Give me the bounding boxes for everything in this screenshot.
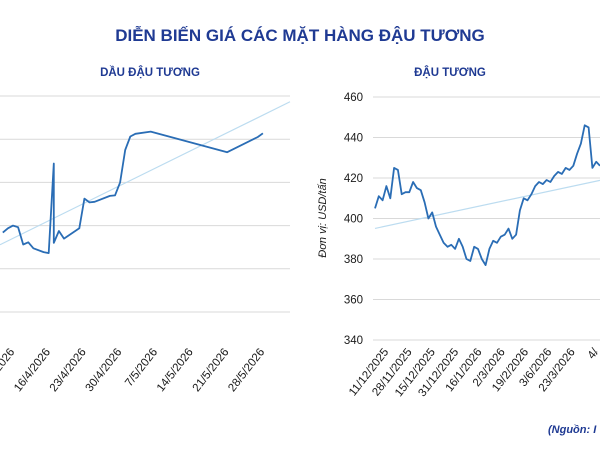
right-y-tick-label: 340 bbox=[344, 335, 363, 347]
source-note: (Nguồn: I bbox=[548, 424, 597, 436]
right-trendline bbox=[374, 179, 600, 230]
right-y-tick-label: 440 bbox=[344, 133, 363, 145]
right-chart-title: ĐẬU TƯƠNG bbox=[414, 67, 486, 79]
right-y-tick-label: 400 bbox=[344, 214, 363, 226]
left-x-tick-label: 30/4/2026 bbox=[84, 346, 125, 394]
left-chart-title: DẦU ĐẬU TƯƠNG bbox=[100, 67, 200, 79]
right-y-tick-label: 380 bbox=[344, 254, 363, 266]
left-series-line bbox=[2, 130, 264, 254]
left-trendline bbox=[0, 101, 291, 246]
right-y-axis-label: Đơn vị: USD/tấn bbox=[317, 178, 329, 257]
left-chart: 9/4/202616/4/202623/4/202630/4/20267/5/2… bbox=[0, 95, 291, 394]
right-y-tick-label: 420 bbox=[344, 173, 363, 185]
right-x-tick-label: 4/ bbox=[586, 346, 600, 362]
left-x-tick-label: 28/5/2026 bbox=[226, 346, 267, 394]
left-x-tick-label: 7/5/2026 bbox=[123, 346, 160, 389]
right-series-line bbox=[374, 124, 600, 266]
right-y-tick-label: 360 bbox=[344, 295, 363, 307]
right-y-tick-label: 460 bbox=[344, 92, 363, 104]
page-title: DIỄN BIẾN GIÁ CÁC MẶT HÀNG ĐẬU TƯƠNG bbox=[115, 26, 485, 45]
